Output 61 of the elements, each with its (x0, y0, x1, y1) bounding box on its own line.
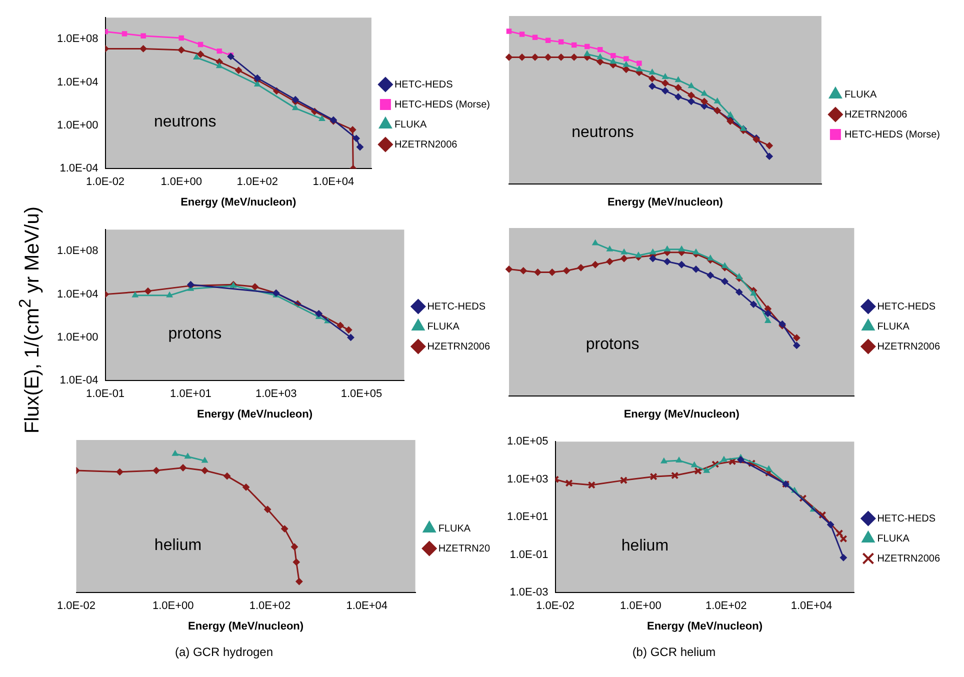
y-tick-label: 1.0E-04 (60, 374, 98, 387)
text: (a) GCR hydrogen (174, 645, 274, 659)
legend-label: HZETRN2006 (844, 109, 908, 120)
legend-label: HZETRN2006 (394, 139, 458, 150)
text: (b) GCR helium (631, 645, 717, 659)
x-axis-title: Energy (MeV/nucleon) (188, 620, 304, 632)
x-tick-label: 1.0E-02 (536, 600, 575, 612)
x-axis-title: Energy (MeV/nucleon) (196, 408, 313, 420)
x-tick-label: 1.0E+03 (255, 388, 297, 400)
legend-label: HETC-HEDS (394, 79, 454, 90)
legend-label: HETC-HEDS (877, 301, 936, 312)
y-tick-label: 1.0E+04 (56, 288, 98, 300)
x-tick-label: 1.0E-02 (86, 176, 125, 188)
annotation: helium (621, 537, 669, 554)
x-tick-label: 1.0E-02 (57, 600, 96, 612)
x-tick-label: 1.0E+05 (340, 388, 382, 400)
y-tick-label: 1.0E+05 (506, 436, 548, 448)
x-tick-label: 1.0E+00 (620, 600, 662, 612)
legend-label: FLUKA (394, 119, 428, 130)
x-axis-title: Energy (MeV/nucleon) (180, 196, 296, 208)
annotation: helium (154, 536, 202, 554)
annotation: protons (168, 325, 222, 342)
x-tick-label: 1.0E+02 (249, 600, 291, 612)
x-tick-label: 1.0E+00 (160, 176, 202, 188)
legend-label: HZETRN2006 (427, 341, 490, 352)
y-tick-label: 1.0E+04 (56, 76, 98, 88)
legend-label: HETC-HEDS (427, 301, 486, 312)
x-axis-title: Energy (MeV/nucleon) (646, 620, 763, 632)
legend-label: FLUKA (877, 321, 910, 332)
annotation: neutrons (154, 113, 216, 130)
legend-label: HETC-HEDS (Morse) (394, 99, 490, 110)
legend-label: HETC-HEDS (Morse) (844, 129, 940, 140)
legend-label: FLUKA (427, 321, 460, 332)
y-tick-label: 1.0E-04 (60, 162, 98, 175)
legend-label: HZETRN20 (438, 543, 490, 554)
x-tick-label: 1.0E+02 (705, 600, 747, 612)
legend-label: FLUKA (438, 523, 471, 534)
annotation: neutrons (572, 124, 634, 141)
x-tick-label: 1.0E+00 (152, 600, 194, 612)
y-tick-label: 1.0E+03 (506, 473, 548, 486)
legend-label: HZETRN2006 (877, 341, 940, 352)
x-tick-label: 1.0E+04 (790, 600, 832, 612)
legend-label: HETC-HEDS (877, 513, 936, 524)
legend-label: FLUKA (877, 533, 910, 544)
x-tick-label: 1.0E-01 (86, 388, 125, 400)
legend-label: HZETRN2006 (877, 553, 940, 564)
x-axis-title: Energy (MeV/nucleon) (607, 196, 724, 208)
x-axis-title: Energy (MeV/nucleon) (624, 408, 740, 420)
y-tick-label: 1.0E-01 (510, 548, 548, 561)
x-tick-label: 1.0E+01 (170, 388, 212, 400)
y-tick-label: 1.0E+00 (56, 331, 98, 344)
annotation: protons (586, 336, 640, 353)
y-tick-label: 1.0E-03 (510, 586, 548, 599)
y-tick-label: 1.0E+08 (56, 33, 98, 46)
y-tick-label: 1.0E+08 (56, 245, 98, 258)
y-tick-label: 1.0E+00 (56, 119, 98, 132)
legend-label: FLUKA (844, 89, 878, 100)
x-tick-label: 1.0E+02 (236, 176, 278, 188)
x-tick-label: 1.0E+04 (346, 600, 388, 612)
x-tick-label: 1.0E+04 (312, 176, 354, 188)
y-tick-label: 1.0E+01 (506, 511, 548, 524)
